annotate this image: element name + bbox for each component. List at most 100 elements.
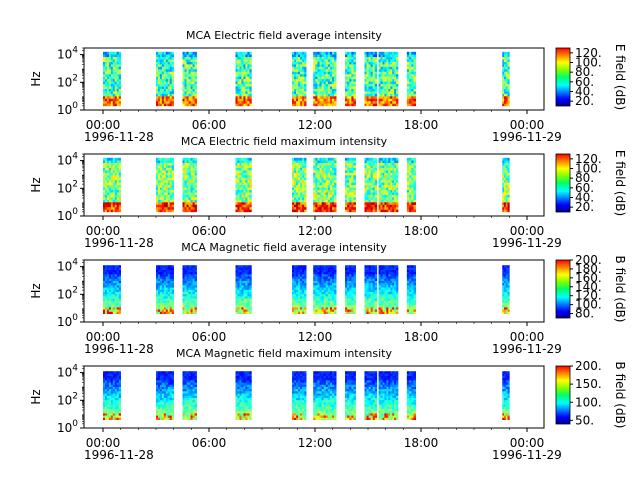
spectrogram-cell xyxy=(304,278,307,281)
spectrogram-segment xyxy=(103,157,121,213)
spectrogram-cell xyxy=(380,167,383,171)
spectrogram-cell xyxy=(245,184,248,188)
spectrogram-cell xyxy=(304,274,307,277)
spectrogram-cell xyxy=(332,209,335,213)
spectrogram-cell xyxy=(194,311,197,314)
spectrogram-cell xyxy=(110,56,114,60)
spectrogram-cell xyxy=(349,83,352,87)
spectrogram-cell xyxy=(349,206,352,210)
spectrogram-cell xyxy=(249,309,252,312)
spectrogram-cell xyxy=(167,103,171,107)
spectrogram-cell xyxy=(372,177,376,181)
spectrogram-cell xyxy=(239,98,242,102)
spectrogram-cell xyxy=(386,76,389,80)
spectrogram-cell xyxy=(169,71,172,75)
spectrogram-cell xyxy=(237,167,240,171)
spectrogram-cell xyxy=(190,197,193,200)
spectrogram-cell xyxy=(167,199,171,203)
spectrogram-cell xyxy=(505,51,508,55)
spectrogram-cell xyxy=(345,189,348,193)
spectrogram-cell xyxy=(304,269,307,273)
spectrogram-cell xyxy=(345,86,348,89)
spectrogram-cell xyxy=(366,175,369,178)
spectrogram-cell xyxy=(192,177,195,181)
spectrogram-cell xyxy=(502,160,505,164)
spectrogram-cell xyxy=(241,197,244,200)
spectrogram-cell xyxy=(118,91,121,94)
spectrogram-cell xyxy=(188,265,191,268)
spectrogram-cell xyxy=(384,93,387,97)
spectrogram-cell xyxy=(313,167,316,171)
spectrogram-cell xyxy=(171,280,174,284)
spectrogram-cell xyxy=(112,73,116,77)
spectrogram-cell xyxy=(411,64,414,67)
spectrogram-cell xyxy=(345,296,348,299)
spectrogram-cell xyxy=(245,61,248,65)
spectrogram-cell xyxy=(413,54,416,58)
spectrogram-cell xyxy=(327,91,331,94)
spectrogram-cell xyxy=(345,54,348,58)
spectrogram-cell xyxy=(103,285,106,288)
spectrogram-cell xyxy=(116,296,119,299)
spectrogram-cell xyxy=(159,78,163,82)
spectrogram-cell xyxy=(298,280,301,284)
spectrogram-cell xyxy=(186,61,189,65)
spectrogram-cell xyxy=(157,76,161,80)
spectrogram-cell xyxy=(247,93,250,97)
spectrogram-cell xyxy=(384,66,387,70)
spectrogram-cell xyxy=(169,302,172,306)
spectrogram-cell xyxy=(507,51,510,55)
spectrogram-cell xyxy=(366,204,369,208)
spectrogram-cell xyxy=(406,204,410,208)
spectrogram-cell xyxy=(302,167,305,171)
spectrogram-cell xyxy=(351,103,354,107)
spectrogram-cell xyxy=(161,197,165,200)
spectrogram-cell xyxy=(300,98,303,102)
spectrogram-cell xyxy=(167,206,171,210)
spectrogram-cell xyxy=(245,51,248,55)
spectrogram-cell xyxy=(349,179,352,183)
spectrogram-cell xyxy=(112,51,116,55)
spectrogram-cell xyxy=(243,73,246,77)
spectrogram-cell xyxy=(390,66,393,70)
spectrogram-cell xyxy=(112,280,116,284)
spectrogram-cell xyxy=(372,91,376,94)
spectrogram-cell xyxy=(156,162,159,166)
spectrogram-cell xyxy=(413,78,416,82)
spectrogram-cell xyxy=(321,71,324,75)
spectrogram-cell xyxy=(169,54,172,58)
spectrogram-cell xyxy=(317,78,320,82)
spectrogram-cell xyxy=(165,199,169,203)
spectrogram-cell xyxy=(349,289,352,292)
spectrogram-cell xyxy=(110,296,114,299)
spectrogram-cell xyxy=(235,265,238,268)
spectrogram-cell xyxy=(313,96,316,99)
spectrogram-cell xyxy=(116,157,119,161)
spectrogram-cell xyxy=(237,51,240,55)
spectrogram-cell xyxy=(106,91,110,94)
spectrogram-cell xyxy=(186,202,189,205)
spectrogram-cell xyxy=(182,289,185,292)
spectrogram-cell xyxy=(409,184,412,188)
spectrogram-cell xyxy=(304,179,307,183)
spectrogram-cell xyxy=(157,179,161,183)
spectrogram-cell xyxy=(194,179,197,183)
spectrogram-cell xyxy=(304,271,307,275)
spectrogram-cell xyxy=(182,86,185,89)
spectrogram-cell xyxy=(116,184,119,188)
spectrogram-cell xyxy=(304,103,307,107)
spectrogram-cell xyxy=(396,184,399,188)
spectrogram-cell xyxy=(104,96,108,99)
spectrogram-cell xyxy=(116,96,119,99)
spectrogram-cell xyxy=(302,165,305,168)
spectrogram-cell xyxy=(116,302,119,306)
spectrogram-cell xyxy=(302,192,305,195)
spectrogram-cell xyxy=(380,69,383,72)
spectrogram-cell xyxy=(388,184,391,188)
spectrogram-cell xyxy=(353,269,356,273)
spectrogram-cell xyxy=(182,51,185,55)
spectrogram-cell xyxy=(157,285,161,288)
spectrogram-cell xyxy=(188,167,191,171)
spectrogram-cell xyxy=(366,311,369,314)
spectrogram-cell xyxy=(319,302,322,306)
